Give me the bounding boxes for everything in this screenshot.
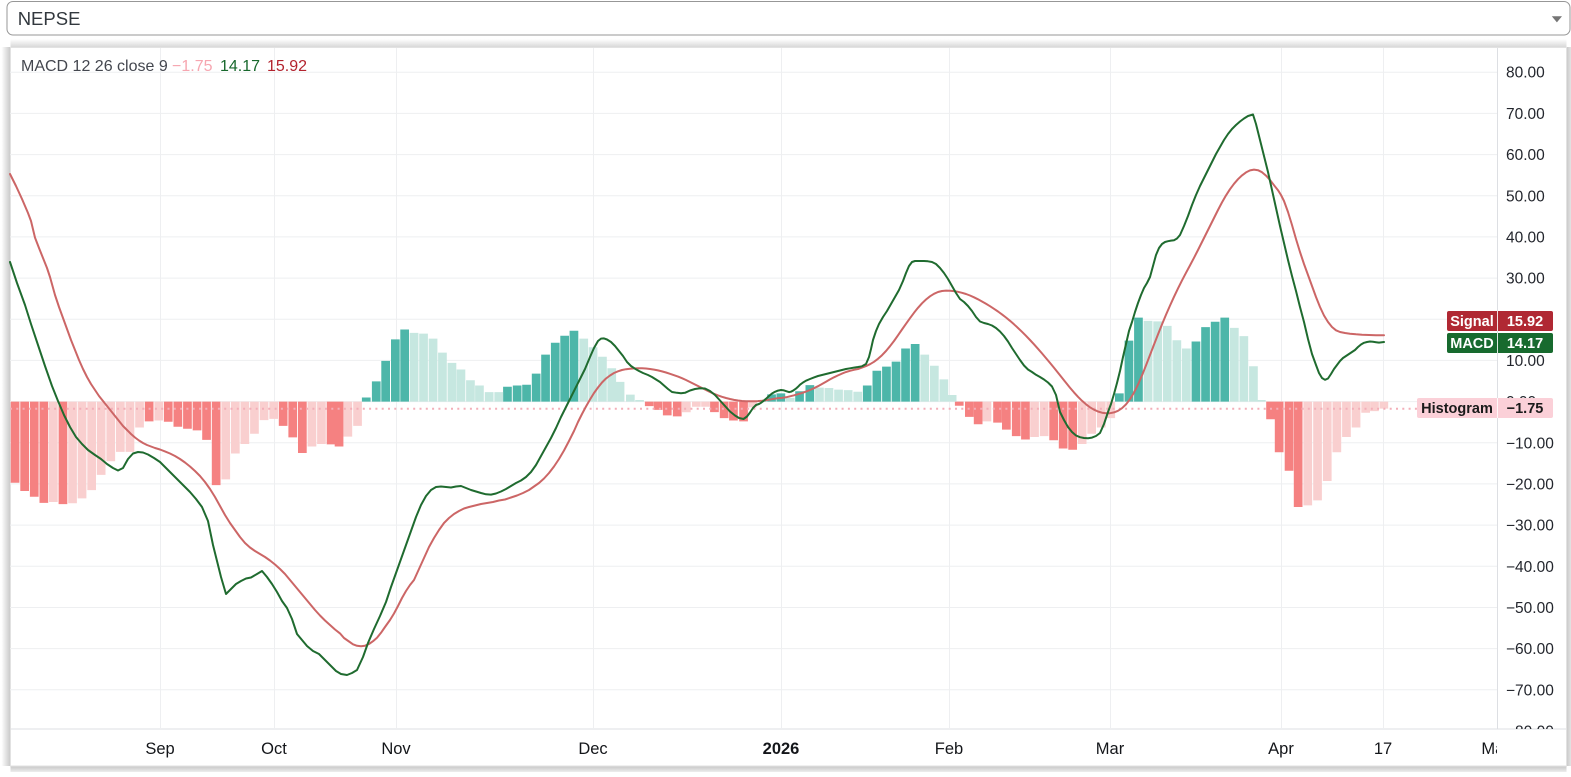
svg-text:Dec: Dec bbox=[578, 740, 607, 758]
svg-text:30.00: 30.00 bbox=[1506, 271, 1545, 288]
svg-text:50.00: 50.00 bbox=[1506, 188, 1545, 205]
svg-text:−1.75: −1.75 bbox=[172, 58, 213, 75]
svg-text:−60.00: −60.00 bbox=[1506, 641, 1554, 658]
svg-text:80.00: 80.00 bbox=[1506, 65, 1545, 82]
svg-text:−70.00: −70.00 bbox=[1506, 682, 1554, 699]
svg-text:17: 17 bbox=[1374, 740, 1392, 758]
svg-text:Apr: Apr bbox=[1268, 740, 1294, 758]
svg-text:14.17: 14.17 bbox=[1507, 336, 1543, 352]
svg-text:40.00: 40.00 bbox=[1506, 229, 1545, 246]
svg-text:−20.00: −20.00 bbox=[1506, 476, 1554, 493]
svg-text:−10.00: −10.00 bbox=[1506, 435, 1554, 452]
svg-text:2026: 2026 bbox=[763, 740, 800, 758]
svg-text:MACD 12 26 close 9: MACD 12 26 close 9 bbox=[21, 58, 168, 75]
svg-text:−1.75: −1.75 bbox=[1507, 401, 1544, 417]
svg-text:−40.00: −40.00 bbox=[1506, 559, 1554, 576]
svg-text:Mar: Mar bbox=[1096, 740, 1125, 758]
svg-text:15.92: 15.92 bbox=[1507, 314, 1543, 330]
svg-text:Signal: Signal bbox=[1450, 314, 1494, 330]
svg-text:Oct: Oct bbox=[261, 740, 287, 758]
svg-text:−30.00: −30.00 bbox=[1506, 518, 1554, 535]
svg-text:10.00: 10.00 bbox=[1506, 353, 1545, 370]
svg-text:NEPSE: NEPSE bbox=[18, 8, 81, 29]
svg-text:Nov: Nov bbox=[381, 740, 411, 758]
svg-text:MACD: MACD bbox=[1450, 336, 1494, 352]
svg-text:Histogram: Histogram bbox=[1421, 401, 1493, 417]
svg-text:Sep: Sep bbox=[145, 740, 174, 758]
svg-text:Feb: Feb bbox=[935, 740, 963, 758]
svg-text:14.17: 14.17 bbox=[220, 58, 260, 75]
svg-text:60.00: 60.00 bbox=[1506, 147, 1545, 164]
svg-text:70.00: 70.00 bbox=[1506, 106, 1545, 123]
svg-text:−50.00: −50.00 bbox=[1506, 600, 1554, 617]
svg-text:15.92: 15.92 bbox=[267, 58, 307, 75]
